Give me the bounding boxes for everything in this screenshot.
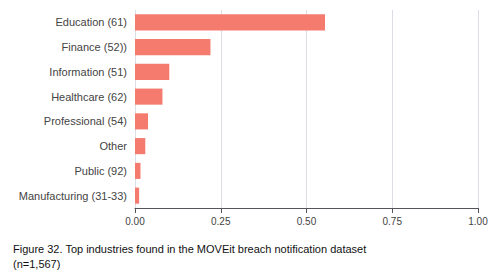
svg-text:Information (51): Information (51) [49,66,127,78]
svg-text:Manufacturing (31-33): Manufacturing (31-33) [19,190,127,202]
svg-text:(n=1,567): (n=1,567) [13,258,60,270]
svg-text:0.50: 0.50 [297,216,317,227]
svg-text:0.00: 0.00 [125,216,145,227]
svg-text:Professional (54): Professional (54) [44,115,127,127]
svg-text:Finance (52)): Finance (52)) [62,41,127,53]
svg-text:0.75: 0.75 [383,216,403,227]
svg-text:Figure 32. Top industries foun: Figure 32. Top industries found in the M… [13,243,366,255]
svg-text:Healthcare (62): Healthcare (62) [51,91,127,103]
svg-text:Public (92): Public (92) [74,165,127,177]
svg-text:1.00: 1.00 [468,216,488,227]
svg-text:Other: Other [99,140,127,152]
svg-text:0.25: 0.25 [211,216,231,227]
svg-text:Education (61): Education (61) [55,16,127,28]
